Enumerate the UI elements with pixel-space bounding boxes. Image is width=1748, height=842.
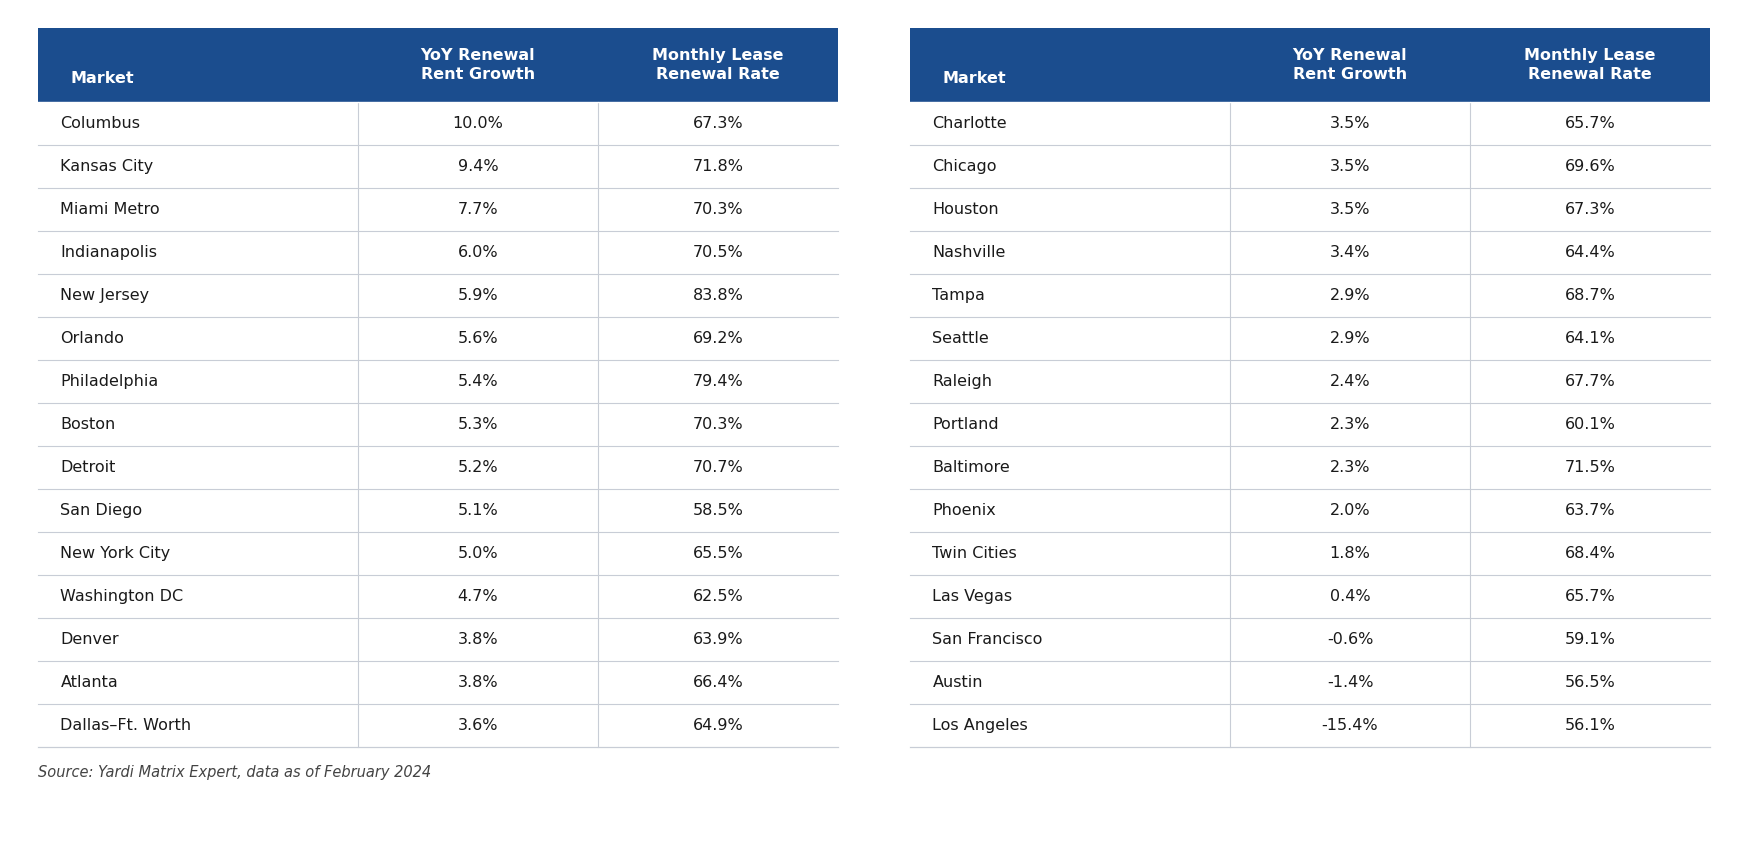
Text: 56.1%: 56.1% (1564, 718, 1615, 733)
Text: 10.0%: 10.0% (453, 116, 503, 131)
Text: 5.9%: 5.9% (458, 288, 498, 303)
Text: 3.5%: 3.5% (1330, 159, 1370, 174)
Text: 1.8%: 1.8% (1330, 546, 1370, 561)
Text: 70.3%: 70.3% (692, 202, 743, 217)
Text: Washington DC: Washington DC (61, 589, 184, 604)
Text: YoY Renewal
Rent Growth: YoY Renewal Rent Growth (1294, 48, 1407, 83)
Text: 83.8%: 83.8% (692, 288, 743, 303)
Text: 5.0%: 5.0% (458, 546, 498, 561)
Text: Las Vegas: Las Vegas (932, 589, 1012, 604)
Text: 64.1%: 64.1% (1564, 331, 1615, 346)
Text: 64.9%: 64.9% (692, 718, 743, 733)
Text: 67.3%: 67.3% (1564, 202, 1615, 217)
Text: 70.7%: 70.7% (692, 460, 743, 475)
Text: Orlando: Orlando (61, 331, 124, 346)
Text: Monthly Lease
Renewal Rate: Monthly Lease Renewal Rate (1524, 48, 1655, 83)
Text: Tampa: Tampa (932, 288, 986, 303)
Text: -0.6%: -0.6% (1327, 632, 1374, 647)
Text: 56.5%: 56.5% (1564, 675, 1615, 690)
Text: 3.8%: 3.8% (458, 632, 498, 647)
Text: 65.7%: 65.7% (1564, 116, 1615, 131)
Text: Baltimore: Baltimore (932, 460, 1010, 475)
Text: 2.3%: 2.3% (1330, 417, 1370, 432)
Text: 2.0%: 2.0% (1330, 503, 1370, 518)
Text: 3.4%: 3.4% (1330, 245, 1370, 260)
Text: Source: Yardi Matrix Expert, data as of February 2024: Source: Yardi Matrix Expert, data as of … (38, 765, 432, 780)
Text: Charlotte: Charlotte (932, 116, 1007, 131)
Text: 63.9%: 63.9% (692, 632, 743, 647)
Text: Phoenix: Phoenix (932, 503, 996, 518)
Text: 64.4%: 64.4% (1564, 245, 1615, 260)
Text: 5.3%: 5.3% (458, 417, 498, 432)
Text: Portland: Portland (932, 417, 1000, 432)
Text: 5.4%: 5.4% (458, 374, 498, 389)
Text: 2.9%: 2.9% (1330, 288, 1370, 303)
Text: 71.5%: 71.5% (1564, 460, 1615, 475)
Text: 66.4%: 66.4% (692, 675, 743, 690)
Text: 65.7%: 65.7% (1564, 589, 1615, 604)
Text: Kansas City: Kansas City (61, 159, 154, 174)
Text: -15.4%: -15.4% (1321, 718, 1379, 733)
Text: YoY Renewal
Rent Growth: YoY Renewal Rent Growth (421, 48, 535, 83)
Text: Chicago: Chicago (932, 159, 996, 174)
Text: 62.5%: 62.5% (692, 589, 743, 604)
Text: -1.4%: -1.4% (1327, 675, 1374, 690)
Text: Monthly Lease
Renewal Rate: Monthly Lease Renewal Rate (652, 48, 783, 83)
Text: 60.1%: 60.1% (1564, 417, 1615, 432)
Text: 79.4%: 79.4% (692, 374, 743, 389)
Text: Denver: Denver (61, 632, 119, 647)
Text: 7.7%: 7.7% (458, 202, 498, 217)
Text: Indianapolis: Indianapolis (61, 245, 157, 260)
Text: Los Angeles: Los Angeles (932, 718, 1028, 733)
Text: New York City: New York City (61, 546, 171, 561)
Text: Houston: Houston (932, 202, 1000, 217)
Text: Market: Market (70, 71, 133, 86)
Text: Seattle: Seattle (932, 331, 989, 346)
Text: 67.7%: 67.7% (1564, 374, 1615, 389)
Text: Boston: Boston (61, 417, 115, 432)
Text: 3.8%: 3.8% (458, 675, 498, 690)
Text: 68.7%: 68.7% (1564, 288, 1615, 303)
Text: Columbus: Columbus (61, 116, 140, 131)
Text: Nashville: Nashville (932, 245, 1005, 260)
Text: 5.1%: 5.1% (458, 503, 498, 518)
Text: New Jersey: New Jersey (61, 288, 150, 303)
Text: 5.2%: 5.2% (458, 460, 498, 475)
Text: Raleigh: Raleigh (932, 374, 993, 389)
Text: 9.4%: 9.4% (458, 159, 498, 174)
Text: 2.4%: 2.4% (1330, 374, 1370, 389)
Text: Dallas–Ft. Worth: Dallas–Ft. Worth (61, 718, 192, 733)
Text: 6.0%: 6.0% (458, 245, 498, 260)
Text: Miami Metro: Miami Metro (61, 202, 161, 217)
Text: Atlanta: Atlanta (61, 675, 119, 690)
Text: 5.6%: 5.6% (458, 331, 498, 346)
Text: 2.9%: 2.9% (1330, 331, 1370, 346)
Text: San Diego: San Diego (61, 503, 143, 518)
Text: 4.7%: 4.7% (458, 589, 498, 604)
Bar (911, 28, 1710, 102)
Text: Market: Market (942, 71, 1005, 86)
Text: 65.5%: 65.5% (692, 546, 743, 561)
Text: San Francisco: San Francisco (932, 632, 1044, 647)
Text: 70.3%: 70.3% (692, 417, 743, 432)
Text: 2.3%: 2.3% (1330, 460, 1370, 475)
Text: 63.7%: 63.7% (1564, 503, 1615, 518)
Text: 3.6%: 3.6% (458, 718, 498, 733)
Text: 70.5%: 70.5% (692, 245, 743, 260)
Text: Detroit: Detroit (61, 460, 115, 475)
Text: 69.6%: 69.6% (1564, 159, 1615, 174)
Text: 58.5%: 58.5% (692, 503, 743, 518)
Text: 69.2%: 69.2% (692, 331, 743, 346)
Text: Twin Cities: Twin Cities (932, 546, 1017, 561)
Text: 71.8%: 71.8% (692, 159, 743, 174)
Text: 67.3%: 67.3% (692, 116, 743, 131)
Text: 68.4%: 68.4% (1564, 546, 1615, 561)
Text: Austin: Austin (932, 675, 982, 690)
Text: 3.5%: 3.5% (1330, 116, 1370, 131)
Text: 59.1%: 59.1% (1564, 632, 1615, 647)
Bar (38, 28, 837, 102)
Text: Philadelphia: Philadelphia (61, 374, 159, 389)
Text: 3.5%: 3.5% (1330, 202, 1370, 217)
Text: 0.4%: 0.4% (1330, 589, 1370, 604)
